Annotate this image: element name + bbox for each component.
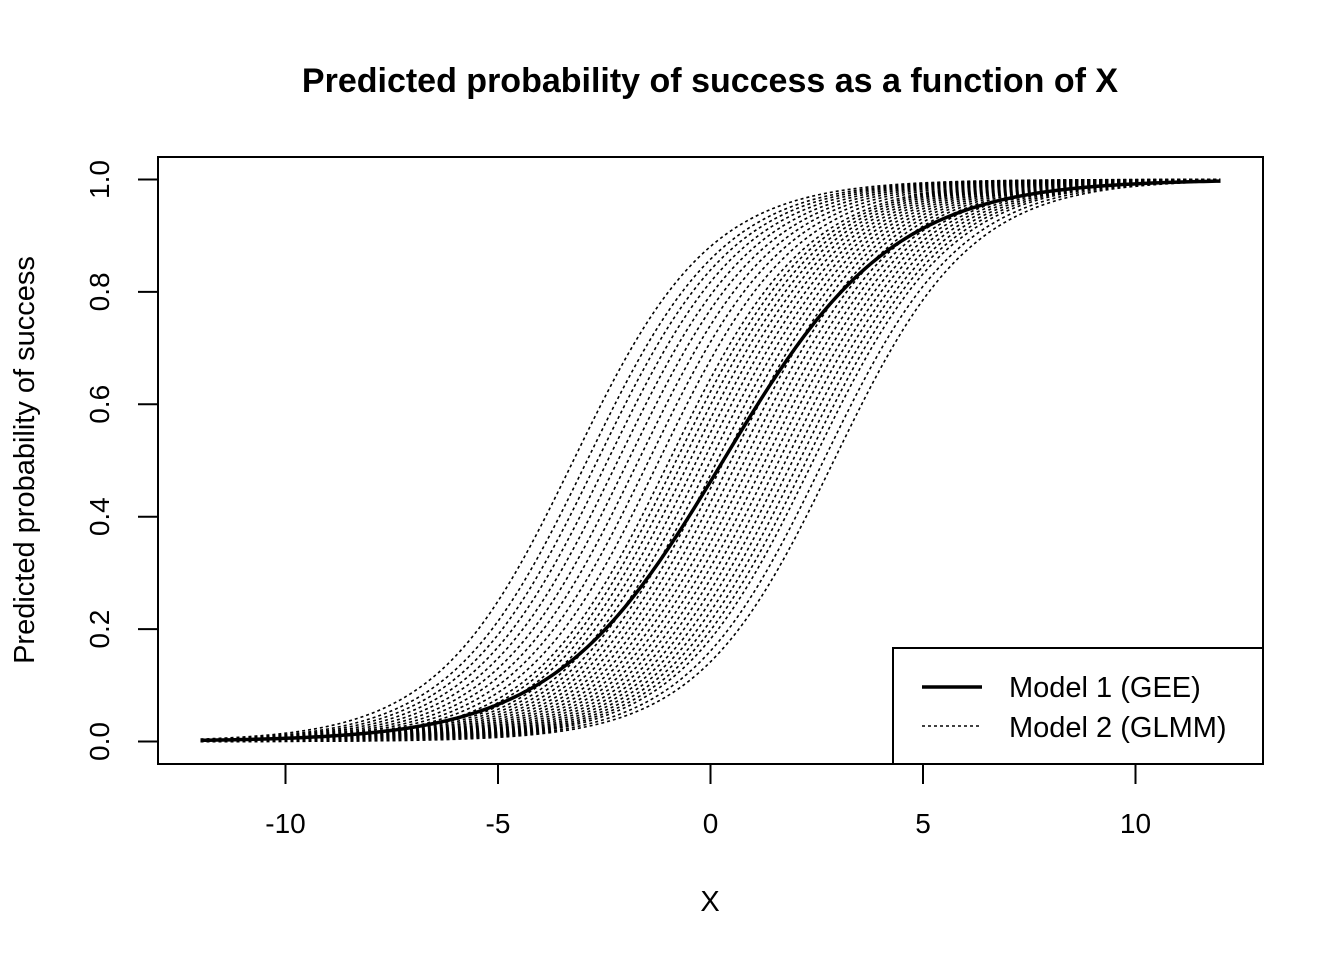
legend: Model 1 (GEE) Model 2 (GLMM)	[892, 647, 1264, 765]
glmm-curve-2	[200, 178, 1221, 741]
legend-label-gee: Model 1 (GEE)	[1009, 672, 1201, 704]
x-tick-label: -5	[486, 808, 511, 839]
y-tick-label: 0.6	[84, 385, 115, 424]
glmm-curve-5	[200, 178, 1221, 742]
chart-title: Predicted probability of success as a fu…	[302, 62, 1119, 100]
glmm-curve-33	[200, 180, 1221, 743]
glmm-curve-7	[200, 178, 1221, 742]
y-tick-label: 1.0	[84, 160, 115, 199]
plot-curves	[200, 178, 1221, 743]
glmm-curve-3	[200, 178, 1221, 741]
legend-box	[892, 647, 1264, 765]
legend-label-glmm: Model 2 (GLMM)	[1009, 712, 1227, 744]
x-axis: -10 -5 0 5 10	[265, 763, 1151, 839]
glmm-curve-6	[200, 178, 1221, 742]
y-tick-label: 0.2	[84, 610, 115, 649]
y-tick-label: 0.4	[84, 497, 115, 536]
x-tick-label: 5	[915, 808, 931, 839]
x-tick-label: 0	[703, 808, 719, 839]
glmm-curve-4	[200, 178, 1221, 741]
y-axis-label: Predicted probability of success	[9, 256, 41, 664]
y-tick-label: 0.8	[84, 272, 115, 311]
x-axis-label: X	[700, 886, 719, 918]
y-axis: 0.0 0.2 0.4 0.6 0.8 1.0	[84, 160, 158, 761]
x-tick-label: 10	[1120, 808, 1151, 839]
x-tick-label: -10	[265, 808, 305, 839]
gee-curve	[200, 179, 1221, 743]
y-tick-label: 0.0	[84, 722, 115, 761]
